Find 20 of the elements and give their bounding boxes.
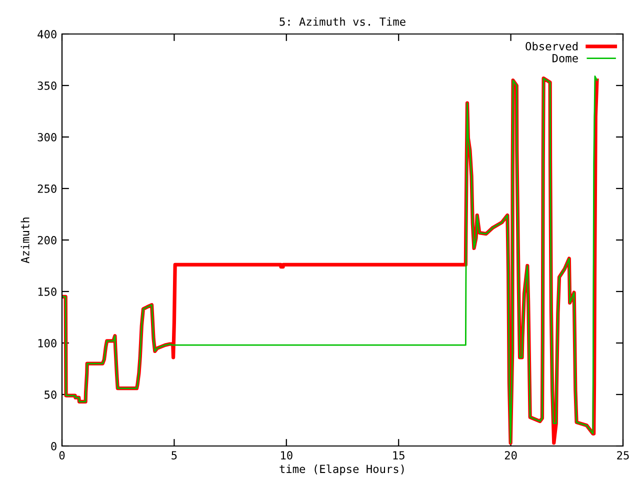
- y-tick-label: 350: [38, 82, 56, 90]
- x-tick-label: 0: [59, 451, 65, 460]
- y-tick-label: 150: [38, 288, 56, 296]
- x-tick-label: 25: [617, 451, 629, 460]
- y-tick-label: 250: [38, 184, 56, 193]
- y-tick-label: 300: [38, 133, 56, 142]
- y-tick-label: 0: [51, 442, 56, 450]
- y-tick-label: 50: [44, 390, 56, 399]
- x-tick-label: 5: [172, 451, 177, 460]
- y-tick-label: 200: [38, 236, 56, 244]
- x-tick-label: 10: [281, 451, 292, 460]
- legend-label: Dome: [552, 54, 578, 62]
- y-tick-label: 400: [38, 30, 56, 38]
- legend-label: Observed: [526, 42, 578, 50]
- y-tick-label: 100: [38, 339, 56, 348]
- y-axis-title: Azimuth: [20, 218, 30, 264]
- x-tick-label: 20: [504, 451, 517, 460]
- x-tick-label: 15: [393, 451, 404, 460]
- chart-title: 5: Azimuth vs. Time: [280, 17, 406, 26]
- x-axis-title: time (Elapse Hours): [280, 464, 404, 476]
